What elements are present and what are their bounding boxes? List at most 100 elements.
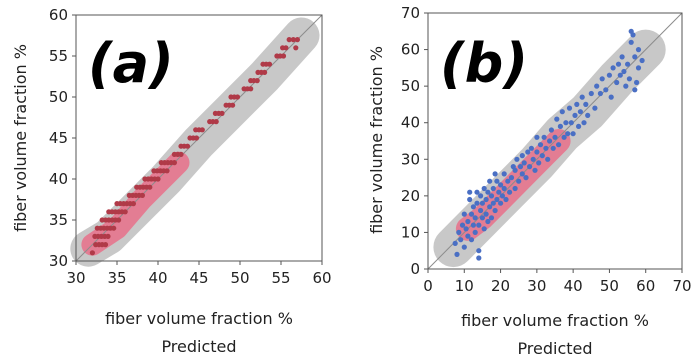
data-point	[512, 167, 518, 173]
data-point	[588, 90, 594, 97]
data-point	[130, 201, 136, 207]
data-point	[470, 222, 476, 228]
data-point	[254, 78, 260, 84]
data-point	[483, 196, 489, 203]
data-point	[559, 109, 565, 115]
panel-a: 30 35 40 45 50 55 60 30 35 40 45 50 55 60 (a) fiber …	[11, 6, 332, 356]
x-tick-label: 40	[564, 277, 583, 295]
data-point	[479, 200, 485, 206]
data-point	[492, 171, 498, 177]
data-points	[89, 37, 300, 256]
x-tick-label: 30	[527, 277, 546, 295]
data-point	[147, 184, 153, 190]
y-tick-label: 70	[401, 4, 420, 22]
data-point	[293, 45, 299, 51]
data-point	[178, 151, 184, 157]
data-point	[459, 222, 466, 228]
data-point	[625, 61, 631, 67]
data-point	[527, 164, 533, 170]
data-point	[199, 127, 205, 133]
data-point	[534, 134, 540, 140]
data-point	[485, 189, 491, 195]
data-point	[576, 123, 582, 129]
x-axis-label: fiber volume fraction %	[105, 309, 293, 328]
data-point	[610, 65, 616, 71]
data-point	[599, 76, 605, 82]
data-point	[122, 209, 128, 215]
y-tick-label: 45	[49, 129, 68, 147]
data-point	[111, 225, 117, 231]
data-point	[468, 237, 475, 243]
data-point	[485, 218, 491, 225]
data-point	[478, 193, 484, 199]
data-point	[290, 37, 296, 43]
data-point	[494, 178, 500, 184]
data-point	[266, 61, 273, 67]
data-point	[476, 255, 482, 261]
reference-line	[427, 12, 683, 270]
data-point	[155, 176, 161, 182]
density-ellipse-inner	[455, 129, 571, 241]
data-point	[283, 45, 289, 51]
y-tick-label: 50	[49, 88, 68, 106]
x-axis-sublabel: Predicted	[517, 339, 592, 358]
y-ticks: 30 35 40 45 50 55 60	[49, 6, 76, 270]
data-point	[635, 65, 642, 71]
y-tick-label: 30	[401, 150, 420, 168]
data-point	[262, 69, 268, 75]
data-points	[452, 28, 645, 261]
data-point	[470, 204, 476, 210]
x-tick-label: 50	[600, 277, 619, 295]
data-point	[458, 237, 464, 243]
x-tick-label: 55	[271, 269, 290, 287]
data-point	[639, 57, 645, 64]
data-point	[561, 134, 567, 140]
data-point	[615, 61, 622, 67]
data-point	[537, 142, 544, 148]
data-point	[102, 242, 109, 248]
data-point	[543, 145, 549, 151]
data-point	[89, 250, 95, 256]
x-tick-label: 40	[148, 269, 167, 287]
y-tick-label: 20	[401, 187, 420, 205]
y-axis-label: fiber volume fraction %	[11, 44, 30, 232]
data-point	[617, 72, 623, 78]
x-tick-label: 30	[66, 269, 85, 287]
data-point	[488, 193, 495, 199]
data-point	[512, 185, 518, 192]
data-point	[454, 251, 460, 257]
data-point	[481, 226, 487, 232]
x-tick-label: 50	[230, 269, 249, 287]
y-tick-label: 30	[49, 252, 68, 270]
data-point	[487, 204, 493, 210]
x-tick-label: 0	[423, 277, 433, 295]
data-point	[623, 83, 629, 89]
data-point	[490, 200, 496, 206]
data-point	[465, 218, 471, 225]
data-point	[490, 185, 496, 192]
data-point	[574, 101, 580, 107]
data-point	[508, 175, 515, 181]
data-point	[456, 229, 462, 235]
data-point	[606, 72, 613, 78]
y-tick-label: 60	[49, 6, 68, 24]
y-axis-label: fiber volume fraction %	[367, 46, 386, 234]
data-point	[563, 120, 569, 126]
data-point	[572, 112, 578, 118]
data-point	[476, 222, 482, 228]
x-tick-label: 70	[672, 277, 691, 295]
x-tick-label: 20	[491, 277, 510, 295]
x-tick-label: 10	[455, 277, 474, 295]
data-point	[626, 76, 633, 82]
data-point	[488, 215, 495, 221]
data-point	[628, 39, 634, 45]
x-tick-label: 60	[636, 277, 655, 295]
data-point	[248, 86, 254, 92]
y-tick-label: 60	[401, 41, 420, 59]
data-point	[465, 233, 471, 239]
data-point	[523, 175, 529, 181]
data-point	[116, 217, 122, 223]
data-point	[519, 153, 525, 159]
x-tick-label: 60	[312, 269, 331, 287]
